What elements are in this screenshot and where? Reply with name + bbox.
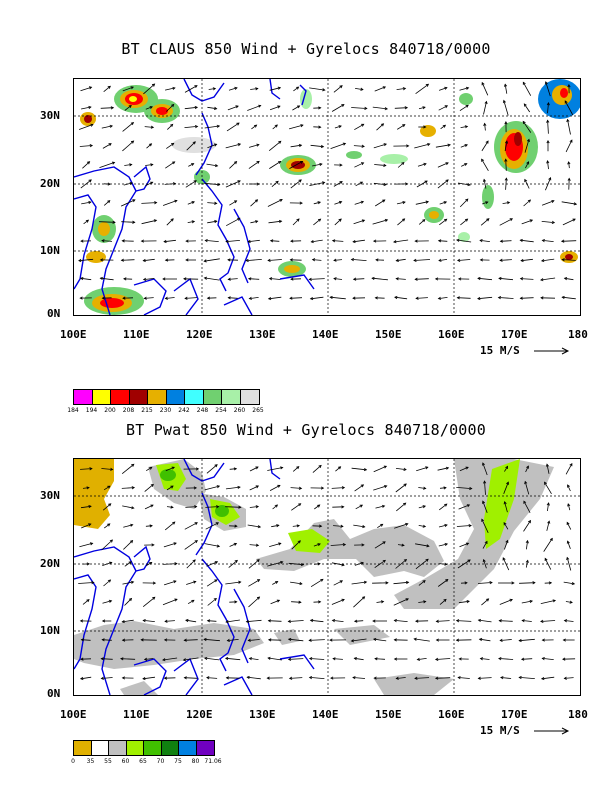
- panel1-colorbar: [73, 389, 260, 405]
- lon-label-180: 180: [568, 328, 588, 341]
- lat-label-0n: 0N: [47, 687, 61, 700]
- colorbar-tick-label: 60: [121, 758, 130, 765]
- colorbar-swatch: [148, 390, 167, 404]
- lat-label-10n: 10N: [40, 244, 60, 257]
- lat-label-20n: 20N: [40, 557, 60, 570]
- lon-label-100e: 100E: [60, 708, 87, 721]
- panel2-colorbar: [73, 740, 215, 756]
- colorbar-tick-label: 80: [191, 758, 200, 765]
- panel1-title: BT CLAUS 850 Wind + Gyrelocs 840718/0000: [121, 40, 491, 58]
- colorbar-swatch: [74, 741, 92, 755]
- colorbar-swatch: [166, 390, 185, 404]
- lon-label-150e: 150E: [375, 328, 402, 341]
- colorbar-tick-label: 194: [85, 407, 98, 414]
- lon-label-160e: 160E: [438, 328, 465, 341]
- vector-scale-arrow: [534, 727, 570, 735]
- lon-label-180: 180: [568, 708, 588, 721]
- wind-vectors: [78, 462, 576, 681]
- colorbar-swatch: [144, 741, 162, 755]
- colorbar-tick-label: 200: [104, 407, 116, 414]
- lon-label-170e: 170E: [501, 328, 528, 341]
- colorbar-swatch: [240, 390, 259, 404]
- lon-label-110e: 110E: [123, 328, 150, 341]
- vector-scale-label: 15 M/S: [480, 344, 520, 357]
- colorbar-tick-label: 184: [67, 407, 79, 414]
- lon-label-110e: 110E: [123, 708, 150, 721]
- colorbar-swatch: [91, 741, 109, 755]
- panel1-map: [73, 78, 582, 316]
- colorbar-tick-label: 254: [215, 407, 227, 414]
- colorbar-swatch: [74, 390, 93, 404]
- panel2-title: BT Pwat 850 Wind + Gyrelocs 840718/0000: [126, 421, 486, 439]
- colorbar-swatch: [203, 390, 222, 404]
- colorbar-tick-label: 35: [86, 758, 95, 765]
- lon-label-140e: 140E: [312, 328, 339, 341]
- colorbar-swatch: [222, 390, 241, 404]
- lon-label-170e: 170E: [501, 708, 528, 721]
- lon-label-120e: 120E: [186, 328, 213, 341]
- lon-label-160e: 160E: [438, 708, 465, 721]
- colorbar-tick-label: 65: [139, 758, 147, 765]
- colorbar-swatch: [92, 390, 111, 404]
- lon-label-130e: 130E: [249, 708, 276, 721]
- lat-label-30n: 30N: [40, 489, 60, 502]
- lon-label-140e: 140E: [312, 708, 339, 721]
- cloud-top-shading: [80, 79, 582, 315]
- colorbar-tick-label: 215: [141, 407, 153, 414]
- vector-scale-arrow: [534, 347, 570, 355]
- panel1-map-plot: [73, 78, 582, 316]
- colorbar-swatch: [179, 741, 197, 755]
- graticule: [74, 79, 580, 315]
- precipitable-water-shading: [74, 459, 554, 695]
- colorbar-swatch: [161, 741, 179, 755]
- colorbar-tick-label: 208: [122, 407, 135, 414]
- lat-label-20n: 20N: [40, 177, 60, 190]
- lon-label-150e: 150E: [375, 708, 402, 721]
- colorbar-tick-label: 242: [178, 407, 190, 414]
- colorbar-swatch: [196, 741, 214, 755]
- colorbar-swatch: [129, 390, 148, 404]
- coastline: [73, 458, 315, 696]
- lat-label-10n: 10N: [40, 624, 60, 637]
- colorbar-tick-label: 230: [159, 407, 172, 414]
- colorbar-tick-label: 248: [196, 407, 209, 414]
- wind-vectors: [78, 81, 578, 301]
- colorbar-tick-label: 0: [71, 758, 75, 765]
- colorbar-tick-label: 75: [174, 758, 182, 765]
- vector-scale-label: 15 M/S: [480, 724, 520, 737]
- colorbar-tick-label: 70: [156, 758, 165, 765]
- panel2-map: [73, 458, 581, 696]
- colorbar-tick-label: 71.06: [204, 758, 222, 765]
- colorbar-tick-label: 55: [104, 758, 112, 765]
- lat-label-30n: 30N: [40, 109, 60, 122]
- colorbar-tick-label: 260: [233, 407, 246, 414]
- colorbar-swatch: [111, 390, 130, 404]
- colorbar-swatch: [109, 741, 127, 755]
- panel2-map-plot: [73, 458, 580, 696]
- colorbar-swatch: [185, 390, 204, 404]
- lon-label-100e: 100E: [60, 328, 87, 341]
- graticule: [74, 459, 580, 695]
- lon-label-130e: 130E: [249, 328, 276, 341]
- colorbar-swatch: [126, 741, 144, 755]
- colorbar-tick-label: 265: [252, 407, 264, 414]
- lat-label-0n: 0N: [47, 307, 61, 320]
- lon-label-120e: 120E: [186, 708, 213, 721]
